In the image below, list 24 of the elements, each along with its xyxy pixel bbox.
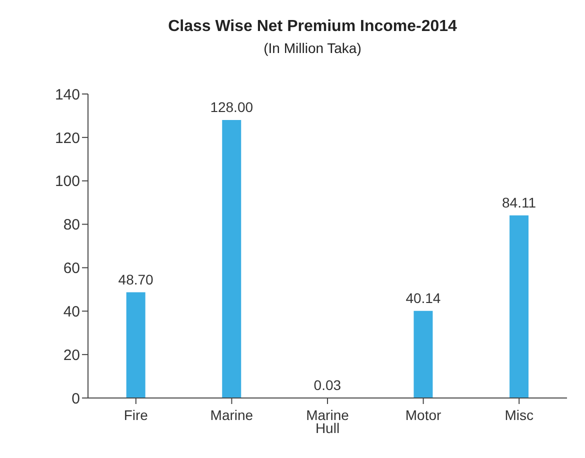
data-label: 40.14: [406, 290, 441, 306]
chart-subtitle: (In Million Taka): [262, 40, 362, 56]
y-tick-label: 80: [63, 216, 80, 234]
x-tick-label: Misc: [504, 407, 534, 423]
y-tick-label: 60: [63, 260, 80, 278]
y-tick-label: 100: [54, 173, 80, 190]
data-label: 128.00: [210, 99, 254, 116]
x-tick-label: Motor: [405, 407, 442, 423]
bar: [510, 215, 529, 398]
bar: [414, 310, 433, 398]
x-tick-label: Marine Hull: [306, 407, 350, 436]
x-tick-label: Fire: [124, 407, 148, 423]
bar: [222, 120, 242, 398]
y-tick-label: 120: [54, 130, 80, 147]
x-tick-label: Marine: [210, 407, 254, 423]
y-tick-label: 140: [54, 86, 80, 104]
y-tick-label: 0: [72, 390, 80, 408]
data-label: 0.03: [314, 376, 342, 393]
chart-title: Class Wise Net Premium Income-2014: [167, 18, 458, 36]
y-tick-label: 40: [63, 303, 80, 320]
data-label: 48.70: [118, 271, 154, 288]
data-label: 84.11: [502, 194, 536, 210]
bar: [126, 292, 146, 398]
y-tick-label: 20: [63, 346, 80, 364]
